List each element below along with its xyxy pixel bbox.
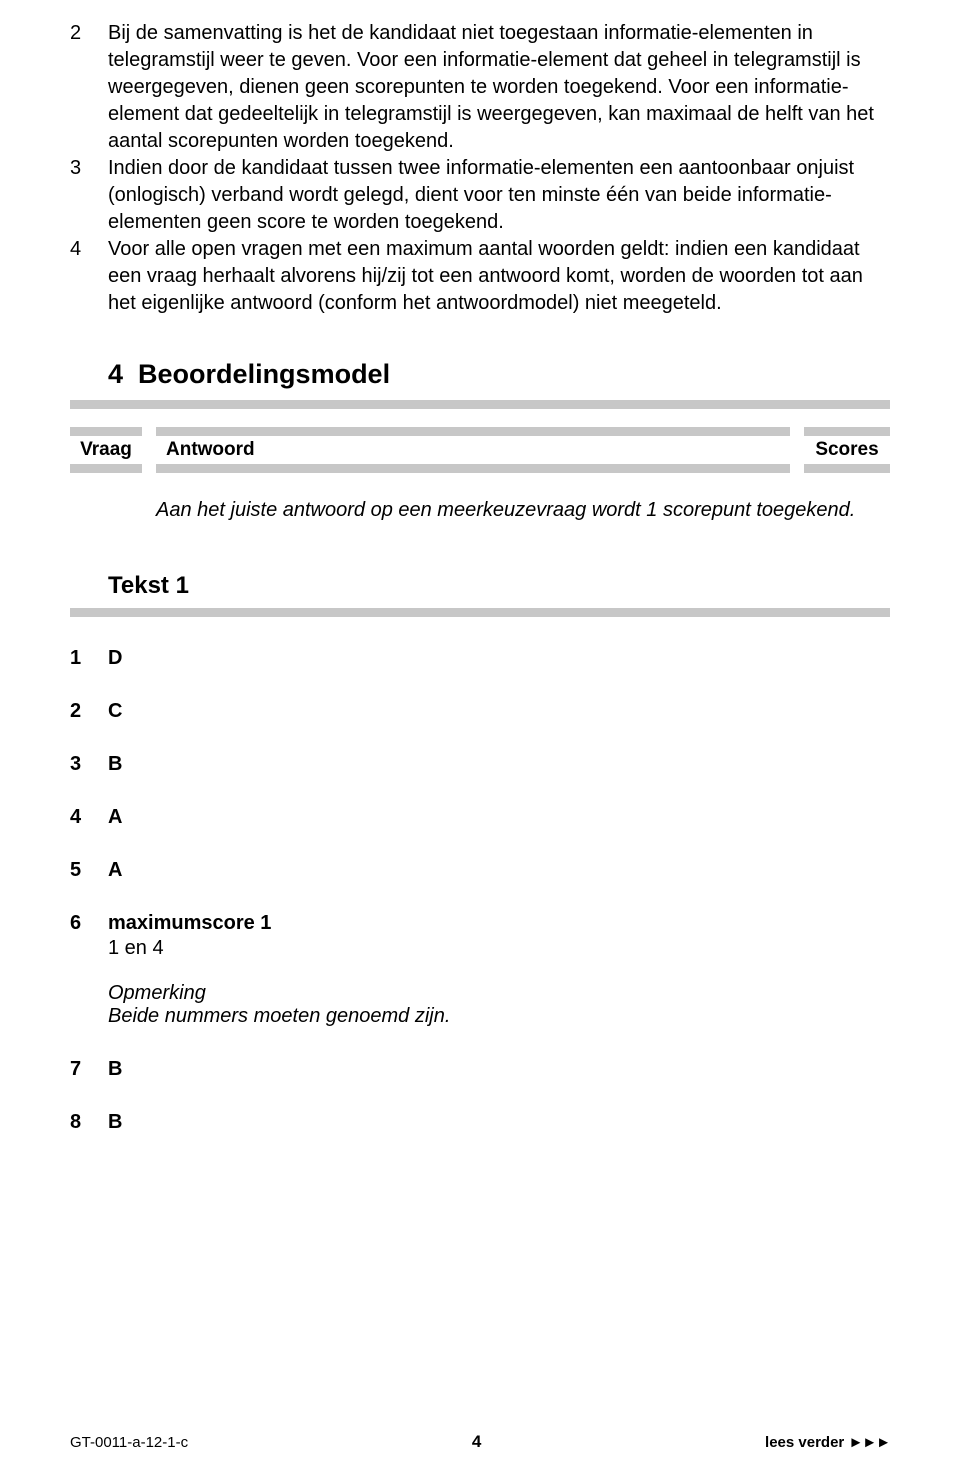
- rule-number: 4: [70, 236, 108, 317]
- rules-list: 2 Bij de samenvatting is het de kandidaa…: [70, 20, 890, 317]
- rule-text: Bij de samenvatting is het de kandidaat …: [108, 20, 890, 155]
- section-heading: 4 Beoordelingsmodel: [70, 359, 890, 390]
- rule-item: 2 Bij de samenvatting is het de kandidaa…: [70, 20, 890, 155]
- rule-item: 3 Indien door de kandidaat tussen twee i…: [70, 155, 890, 236]
- answer-letter: C: [108, 700, 890, 723]
- answer-row: 6 maximumscore 1 1 en 4 Opmerking Beide …: [70, 912, 890, 1028]
- answer-number: 3: [70, 753, 108, 776]
- header-scores: Scores: [804, 427, 890, 473]
- footer-page-number: 4: [472, 1432, 481, 1452]
- answers-list: 1 D 2 C 3 B 4 A 5 A 6 maximumscore 1 1 e…: [70, 647, 890, 1134]
- answer-number: 5: [70, 859, 108, 882]
- footer-left: GT-0011-a-12-1-c: [70, 1434, 188, 1451]
- answer-number: 6: [70, 912, 108, 1028]
- header-vraag: Vraag: [70, 427, 142, 473]
- answer-number: 7: [70, 1058, 108, 1081]
- answer-letter: A: [108, 859, 890, 882]
- answer-row: 4 A: [70, 806, 890, 829]
- answer-row: 2 C: [70, 700, 890, 723]
- section-number: 4: [108, 359, 123, 389]
- answer-row: 7 B: [70, 1058, 890, 1081]
- answer-remark-text: Beide nummers moeten genoemd zijn.: [108, 1005, 890, 1028]
- answer-number: 2: [70, 700, 108, 723]
- footer-right-text: lees verder: [765, 1434, 848, 1451]
- answer-remark-label: Opmerking: [108, 982, 890, 1005]
- header-antwoord: Antwoord: [156, 427, 790, 473]
- rule-number: 2: [70, 20, 108, 155]
- answer-body: maximumscore 1 1 en 4 Opmerking Beide nu…: [108, 912, 890, 1028]
- tekst-heading: Tekst 1: [70, 572, 890, 600]
- divider-bar: [70, 400, 890, 409]
- rule-item: 4 Voor alle open vragen met een maximum …: [70, 236, 890, 317]
- table-header: Vraag Antwoord Scores: [70, 427, 890, 473]
- answer-row: 5 A: [70, 859, 890, 882]
- footer-right: lees verder ►►►: [765, 1434, 890, 1451]
- scoring-note: Aan het juiste antwoord op een meerkeuze…: [70, 499, 890, 522]
- rule-number: 3: [70, 155, 108, 236]
- answer-row: 3 B: [70, 753, 890, 776]
- arrow-icon: ►►►: [848, 1434, 890, 1451]
- answer-maxscore: maximumscore 1: [108, 912, 890, 935]
- section-title: Beoordelingsmodel: [138, 359, 390, 389]
- document-page: 2 Bij de samenvatting is het de kandidaa…: [0, 0, 960, 1470]
- answer-letter: B: [108, 1111, 890, 1134]
- divider-bar: [70, 608, 890, 617]
- answer-letter: D: [108, 647, 890, 670]
- answer-letter: B: [108, 1058, 890, 1081]
- answer-row: 8 B: [70, 1111, 890, 1134]
- answer-number: 8: [70, 1111, 108, 1134]
- rule-text: Indien door de kandidaat tussen twee inf…: [108, 155, 890, 236]
- answer-letter: A: [108, 806, 890, 829]
- answer-row: 1 D: [70, 647, 890, 670]
- answer-subtext: 1 en 4: [108, 937, 890, 960]
- answer-number: 4: [70, 806, 108, 829]
- page-footer: GT-0011-a-12-1-c 4 lees verder ►►►: [70, 1432, 890, 1452]
- answer-letter: B: [108, 753, 890, 776]
- rule-text: Voor alle open vragen met een maximum aa…: [108, 236, 890, 317]
- answer-number: 1: [70, 647, 108, 670]
